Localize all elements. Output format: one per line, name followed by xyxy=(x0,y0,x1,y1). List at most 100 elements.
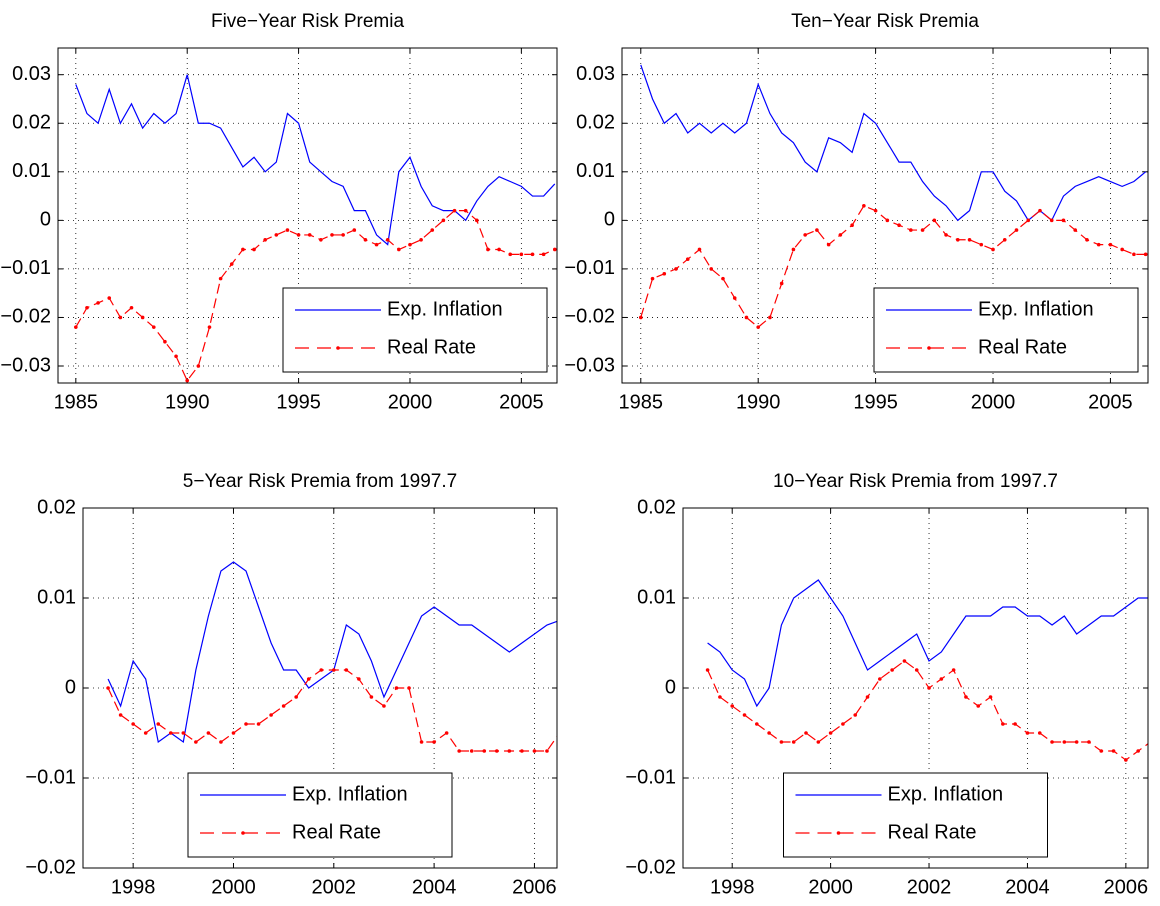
y-tick-label: 0.03 xyxy=(576,63,615,85)
point xyxy=(1062,740,1067,744)
point xyxy=(815,228,819,232)
point xyxy=(252,247,256,252)
point xyxy=(430,228,435,232)
point xyxy=(779,281,784,286)
point xyxy=(319,668,324,672)
y-tick-label: −0.02 xyxy=(25,856,76,878)
x-tick-label: 2002 xyxy=(907,876,952,898)
axes-frame xyxy=(621,47,1149,384)
point xyxy=(914,668,919,672)
x-tick-label: 2000 xyxy=(808,876,853,898)
series-line xyxy=(75,210,556,382)
series-line xyxy=(75,74,556,246)
x-tick-label: 1998 xyxy=(111,876,156,898)
point xyxy=(862,203,866,208)
point xyxy=(1001,722,1005,726)
point xyxy=(452,208,457,213)
legend-label: Exp. Inflation xyxy=(978,298,1094,320)
point xyxy=(85,305,89,310)
y-tick-label: 0 xyxy=(665,676,676,698)
point xyxy=(705,668,710,672)
point xyxy=(352,228,357,232)
point xyxy=(1025,731,1030,735)
point xyxy=(1149,740,1153,744)
legend-label: Real Rate xyxy=(292,821,381,843)
point xyxy=(791,247,796,252)
x-tick-label: 1985 xyxy=(619,391,664,413)
point xyxy=(991,247,995,252)
plot-area xyxy=(705,579,1153,762)
point xyxy=(1026,218,1031,223)
point xyxy=(976,704,981,708)
point xyxy=(662,271,667,276)
point xyxy=(1049,218,1054,223)
y-tick-label: 0.02 xyxy=(12,112,51,134)
axes-frame xyxy=(682,507,1149,869)
legend: Exp. Inflation Real Rate xyxy=(873,287,1139,373)
point xyxy=(816,740,821,744)
point xyxy=(281,704,286,708)
point xyxy=(1085,237,1089,242)
y-tick-label: 0.02 xyxy=(637,496,676,518)
axes-frame xyxy=(82,507,558,869)
point xyxy=(897,223,901,228)
point xyxy=(1014,228,1019,232)
point xyxy=(951,668,956,672)
point xyxy=(1120,247,1124,252)
x-tick-label: 1995 xyxy=(276,391,321,413)
point xyxy=(419,740,424,744)
point xyxy=(697,247,702,252)
y-tick-label: −0.03 xyxy=(0,354,51,376)
point xyxy=(219,740,223,744)
y-tick-label: 0 xyxy=(40,209,51,231)
point xyxy=(804,731,808,735)
point xyxy=(1013,722,1017,726)
series-line xyxy=(640,205,1146,328)
x-tick-label: 2006 xyxy=(1104,876,1149,898)
point xyxy=(497,247,501,252)
point xyxy=(674,267,678,271)
point xyxy=(151,325,156,329)
point xyxy=(331,668,336,672)
point xyxy=(1037,731,1042,735)
point xyxy=(194,740,198,744)
legend-label: Exp. Inflation xyxy=(888,783,1004,805)
point xyxy=(732,296,737,300)
point xyxy=(74,325,78,329)
x-tick-label: 1990 xyxy=(736,391,781,413)
point xyxy=(1136,749,1140,753)
point xyxy=(269,713,273,717)
point xyxy=(920,228,925,232)
point xyxy=(967,237,972,242)
axes-frame xyxy=(57,47,558,384)
point xyxy=(964,695,968,699)
x-tick-label: 2000 xyxy=(971,391,1016,413)
subplot: 5−Year Risk Premia from 1997.7 1998 2000 20… xyxy=(25,471,558,898)
y-tick-label: 0.02 xyxy=(37,496,76,518)
x-tick-label: 2000 xyxy=(211,876,256,898)
legend-label: Real Rate xyxy=(387,336,476,358)
point xyxy=(767,731,771,735)
point xyxy=(685,257,690,261)
point xyxy=(363,237,368,242)
x-tick-label: 1995 xyxy=(853,391,898,413)
point xyxy=(838,233,843,237)
point xyxy=(1096,242,1101,247)
point xyxy=(341,233,345,237)
legend-label: Real Rate xyxy=(888,821,977,843)
point xyxy=(408,242,412,247)
point xyxy=(541,252,546,257)
point xyxy=(730,704,735,708)
point xyxy=(878,677,882,681)
point xyxy=(545,749,549,753)
point xyxy=(394,686,399,690)
point xyxy=(168,731,173,735)
point xyxy=(909,228,913,232)
point xyxy=(397,247,401,252)
legend-label: Real Rate xyxy=(978,336,1067,358)
point xyxy=(181,731,186,735)
point xyxy=(1038,208,1042,213)
point xyxy=(885,218,890,223)
y-tick-label: −0.01 xyxy=(625,766,676,788)
y-tick-label: −0.02 xyxy=(0,306,51,328)
